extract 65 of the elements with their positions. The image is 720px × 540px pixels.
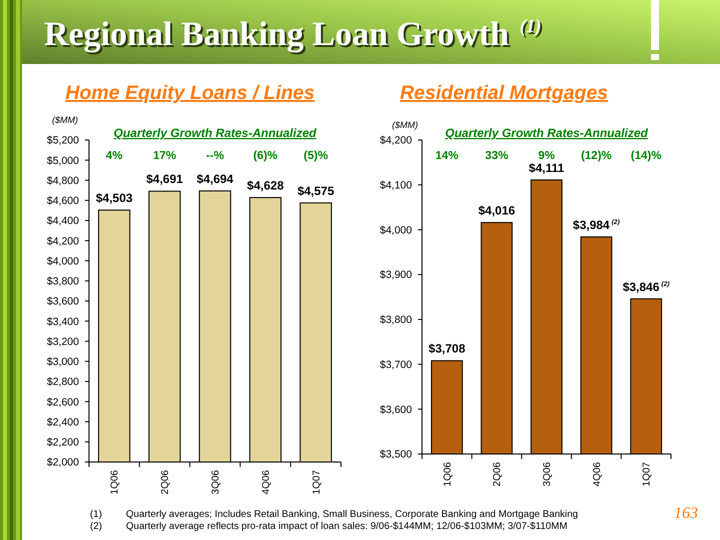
y-tick-label: $3,900 bbox=[380, 269, 412, 282]
x-tick-label: 1Q07 bbox=[642, 462, 653, 486]
annotation: 17% bbox=[153, 150, 176, 162]
y-tick-label: $3,700 bbox=[380, 358, 412, 371]
annotation: (5)% bbox=[304, 150, 328, 162]
y-tick-label: $5,000 bbox=[46, 154, 80, 167]
y-tick-label: $4,000 bbox=[46, 255, 80, 268]
data-label: $3,984$^{(2)}$ bbox=[572, 218, 620, 232]
y-tick-label: $3,600 bbox=[380, 404, 412, 416]
data-label: $3,846$^{(2)}$ bbox=[622, 280, 670, 294]
annotation: (6)% bbox=[253, 150, 278, 162]
y-tick-label: $4,600 bbox=[46, 195, 80, 208]
y-tick-label: $3,400 bbox=[46, 316, 80, 328]
y-tick-label: $4,100 bbox=[380, 180, 412, 192]
annotation: 4% bbox=[106, 150, 123, 162]
data-label: $4,575 bbox=[297, 184, 334, 198]
y-tick-label: $5,200 bbox=[46, 134, 80, 147]
annotation: (12)% bbox=[580, 150, 612, 162]
text: 163 bbox=[674, 505, 698, 522]
y-axis-title: ($MM) bbox=[392, 120, 418, 130]
x-tick-label: 1Q07 bbox=[311, 470, 322, 494]
data-label: $4,691 bbox=[146, 172, 184, 186]
y-tick-label: $3,800 bbox=[380, 314, 412, 326]
x-tick-label: 3Q06 bbox=[210, 470, 222, 494]
y-tick-label: $3,800 bbox=[46, 276, 80, 288]
y-tick-label: $3,600 bbox=[46, 296, 80, 308]
chart-title: Home Equity Loans / Lines bbox=[65, 82, 315, 104]
y-tick-label: $4,000 bbox=[380, 224, 412, 236]
x-tick-label: 2Q06 bbox=[160, 470, 172, 494]
chart-subtitle: Quarterly Growth Rates-Annualized bbox=[114, 126, 318, 140]
annotation: 33% bbox=[485, 150, 508, 162]
x-tick-label: 4Q06 bbox=[592, 462, 603, 486]
y-tick-label: $2,200 bbox=[46, 436, 80, 449]
y-tick-label: $4,200 bbox=[380, 134, 412, 147]
data-label: $4,016 bbox=[478, 204, 516, 218]
x-tick-label: 1Q06 bbox=[110, 470, 121, 494]
annotation: 9% bbox=[538, 150, 555, 162]
data-label: $3,708 bbox=[428, 342, 466, 356]
y-axis-title: ($MM) bbox=[52, 115, 78, 125]
x-tick-label: 3Q06 bbox=[542, 462, 553, 486]
y-tick-label: $3,200 bbox=[46, 336, 80, 348]
data-label: $4,694 bbox=[196, 172, 234, 186]
y-tick-label: $2,800 bbox=[46, 376, 80, 388]
y-tick-label: $4,400 bbox=[46, 215, 80, 228]
y-tick-label: $3,000 bbox=[46, 356, 80, 368]
y-tick-label: $4,200 bbox=[46, 235, 80, 248]
text: (2) Quarterly average reflects pro-rata impact of loan sales: 9/06-$144MM; 12/06-$103MM; 3/07-$110MM bbox=[90, 521, 568, 532]
y-tick-label: $3,500 bbox=[380, 448, 412, 461]
y-tick-label: $2,600 bbox=[46, 396, 80, 408]
text: Regional Banking Loan Growth $^{(1)}$ bbox=[44, 16, 542, 53]
chart-title: Residential Mortgages bbox=[400, 82, 608, 104]
annotation: --% bbox=[206, 150, 224, 162]
data-label: $4,503 bbox=[96, 191, 133, 206]
x-tick-label: 1Q06 bbox=[442, 462, 454, 486]
chart-subtitle: Quarterly Growth Rates-Annualized bbox=[445, 126, 649, 140]
y-tick-label: $4,800 bbox=[46, 174, 80, 187]
y-tick-label: $2,000 bbox=[46, 456, 80, 469]
text: (1) Quarterly averages; Includes Retail Banking, Small Business, Corporate Banking and Mortgage Banking bbox=[90, 509, 578, 520]
annotation: 14% bbox=[435, 150, 458, 162]
x-tick-label: 4Q06 bbox=[260, 470, 272, 494]
data-label: $4,628 bbox=[247, 178, 284, 193]
data-label: $4,111 bbox=[528, 160, 565, 175]
annotation: (14)% bbox=[630, 150, 662, 162]
x-tick-label: 2Q06 bbox=[492, 462, 504, 486]
y-tick-label: $2,400 bbox=[46, 416, 80, 428]
